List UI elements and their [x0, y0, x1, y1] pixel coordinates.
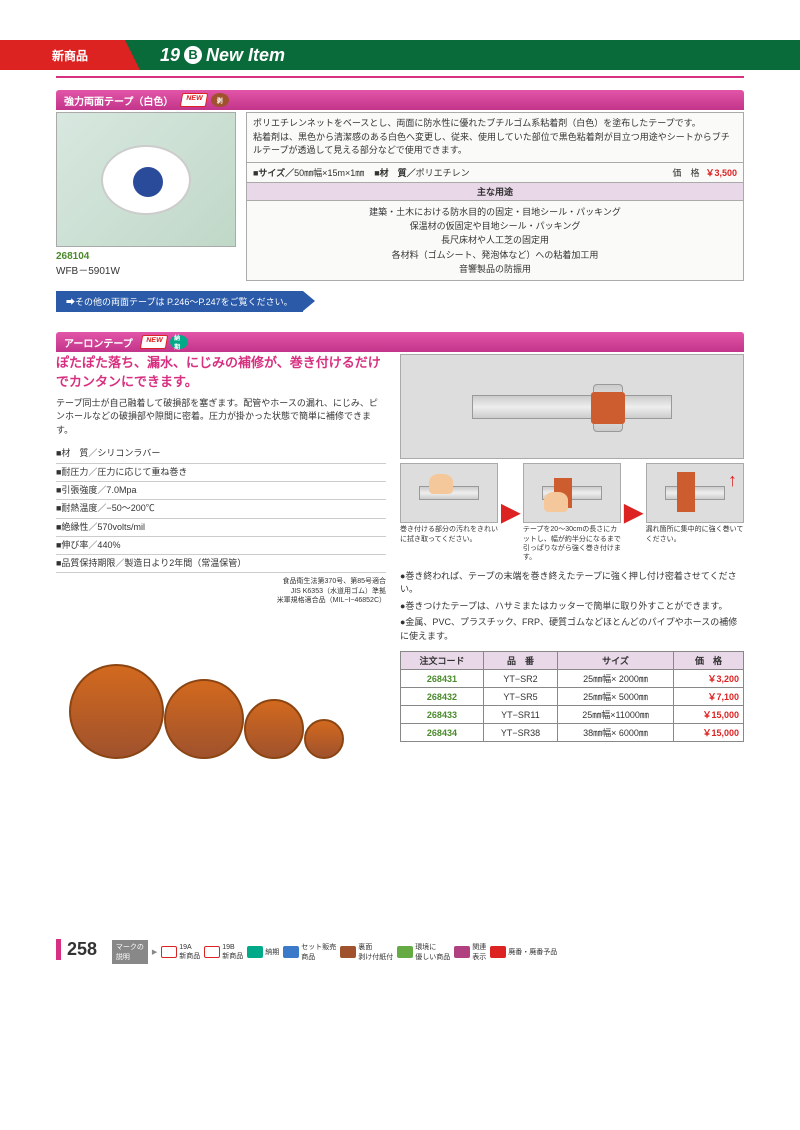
product2-subdesc: テープ同士が自己融着して破損部を塞ぎます。配管やホースの漏れ、にじみ、ピンホール…: [56, 397, 386, 438]
product1-body: 268104 WFB－5901W ポリエチレンネットをベースとし、両面に防水性に…: [56, 112, 744, 281]
product1-header: 強力両面テープ（白色） NEW 剥: [56, 90, 744, 110]
set-icon: [283, 946, 299, 958]
header-badge: B: [184, 46, 202, 64]
page-footer: 258 マークの 説明 ▶ 19A 新商品 19B 新商品 納期 セット販売 商…: [0, 939, 800, 964]
legend-label: マークの 説明: [112, 940, 148, 964]
product2-title: アーロンテープ: [64, 335, 133, 350]
discontinued-icon: [490, 946, 506, 958]
th-size: サイズ: [558, 652, 674, 670]
use-header: 主な用途: [247, 182, 743, 200]
roll-illustration: [164, 679, 244, 759]
pipe-application-image: [400, 354, 744, 459]
table-row: 268431YT−SR225㎜幅× 2000㎜￥3,200: [401, 670, 744, 688]
product1-code: 268104: [56, 251, 236, 262]
legend-item: 廃番・廃番予品: [490, 946, 557, 958]
header-num: 19: [160, 45, 180, 66]
th-model: 品 番: [483, 652, 557, 670]
new-icon: [161, 946, 177, 958]
accent-divider: [56, 76, 744, 78]
legend-item: 環境に 優しい商品: [397, 942, 450, 962]
product2-notes: ●巻き終われば、テープの末端を巻き終えたテープに強く押し付け密着させてください。…: [400, 570, 744, 644]
roll-illustration: [244, 699, 304, 759]
step1-caption: 巻き付ける部分の汚れをきれいに拭き取ってください。: [400, 525, 498, 543]
product1-uses: 建築・土木における防水目的の固定・目地シール・パッキング 保温材の仮固定や目地シ…: [247, 200, 743, 281]
cross-reference: ➡その他の両面テープは P.246〜P.247をご覧ください。: [56, 291, 303, 312]
th-price: 価 格: [674, 652, 744, 670]
new-icon: [204, 946, 220, 958]
arrow-icon: ▶: [501, 498, 519, 527]
roll-illustration: [69, 664, 164, 759]
eco-icon: [397, 946, 413, 958]
product2-headline: ぽたぽた落ち、漏水、にじみの補修が、巻き付けるだけでカンタンにできます。: [56, 354, 386, 390]
product1-image: [56, 112, 236, 247]
product1-specs: ■サイズ／50㎜幅×15m×1㎜ ■材 質／ポリエチレン 価 格￥3,500: [247, 162, 743, 182]
delivery-icon: [247, 946, 263, 958]
product2-price-table: 注文コード 品 番 サイズ 価 格 268431YT−SR225㎜幅× 2000…: [400, 651, 744, 742]
legend: マークの 説明 ▶ 19A 新商品 19B 新商品 納期 セット販売 商品 裏面…: [112, 940, 557, 964]
legend-item: 19A 新商品: [161, 944, 200, 961]
legend-item: 19B 新商品: [204, 944, 243, 961]
new-badge-icon: NEW: [140, 335, 169, 349]
product2-specs: ■材 質／シリコンラバー ■耐圧力／圧力に応じて重ね巻き ■引張強度／7.0Mp…: [56, 445, 386, 573]
header-category: 新商品: [0, 40, 140, 70]
step2-image: [523, 463, 621, 523]
arrow-icon: ▶: [624, 498, 642, 527]
legend-item: セット販売 商品: [283, 942, 336, 962]
step1-image: [400, 463, 498, 523]
table-row: 268434YT−SR3838㎜幅× 6000㎜￥15,000: [401, 724, 744, 742]
release-icon: [340, 946, 356, 958]
product1-description: ポリエチレンネットをベースとし、両面に防水性に優れたブチルゴム系粘着剤（白色）を…: [247, 113, 743, 162]
product1-title: 強力両面テープ（白色）: [64, 93, 173, 108]
legend-item: 裏面 剥け付紙付: [340, 942, 393, 962]
product2-image: [56, 609, 356, 759]
legend-item: 納期: [247, 946, 279, 958]
table-row: 268433YT−SR1125㎜幅×11000㎜￥15,000: [401, 706, 744, 724]
arrow-icon: ▶: [152, 948, 157, 956]
header-title: 19 B New Item: [140, 40, 800, 70]
page-header: 新商品 19 B New Item: [0, 40, 800, 70]
related-icon: [454, 946, 470, 958]
new-badge-icon: NEW: [180, 93, 209, 107]
product2-body: ぽたぽた落ち、漏水、にじみの補修が、巻き付けるだけでカンタンにできます。 テープ…: [56, 354, 744, 758]
product1-model: WFB－5901W: [56, 262, 236, 277]
page-number: 258: [56, 939, 97, 960]
legend-item: 関連 表示: [454, 942, 486, 962]
header-text: New Item: [206, 45, 285, 66]
product2-header: アーロンテープ NEW 納期: [56, 332, 744, 352]
delivery-badge-icon: 納期: [170, 335, 188, 349]
step2-caption: テープを20〜30cmの長さにカットし、幅が約半分になるまで引っぱりながら強く巻…: [523, 525, 621, 561]
instruction-steps: 巻き付ける部分の汚れをきれいに拭き取ってください。 ▶ テープを20〜30cmの…: [400, 463, 744, 561]
table-row: 268432YT−SR525㎜幅× 5000㎜￥7,100: [401, 688, 744, 706]
product2-cert: 食品衛生法第370号、第85号適合 JIS K6353（水道用ゴム）準拠 米軍規…: [56, 577, 386, 604]
tape-illustration: [101, 145, 191, 215]
release-badge-icon: 剥: [211, 93, 229, 107]
roll-illustration: [304, 719, 344, 759]
step3-image: ↑: [646, 463, 744, 523]
step3-caption: 漏れ箇所に集中的に強く巻いてください。: [646, 525, 744, 543]
th-code: 注文コード: [401, 652, 484, 670]
